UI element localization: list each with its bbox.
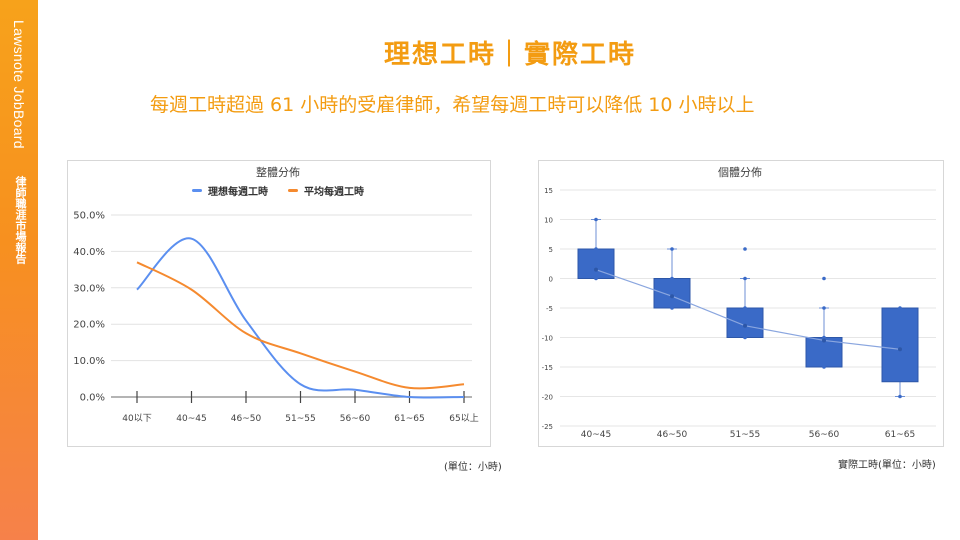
data-point (822, 365, 826, 369)
left-unit-note: (單位：小時) (444, 462, 502, 473)
y-tick-label: -20 (542, 394, 553, 402)
legend-label-average: 平均每週工時 (304, 187, 364, 198)
data-point (898, 394, 902, 399)
data-point (670, 247, 674, 251)
y-tick-label: 0 (549, 276, 553, 284)
y-tick-label: 50.0% (73, 211, 105, 222)
box (726, 307, 764, 338)
mean-marker (594, 267, 598, 272)
mean-marker (743, 323, 747, 328)
right-xlabel: 實際工時(單位：小時) (838, 460, 936, 471)
individual-distribution-panel (538, 160, 944, 447)
x-tick-label: 46~50 (657, 430, 688, 440)
y-tick-label: -25 (542, 423, 553, 431)
box (881, 307, 919, 383)
data-point (594, 217, 598, 222)
mean-marker (822, 338, 826, 343)
legend-swatch-average (288, 189, 298, 192)
x-tick-label: 40以下 (122, 414, 151, 424)
legend-swatch-ideal (192, 189, 202, 192)
data-point (594, 247, 598, 251)
data-point (743, 306, 747, 310)
x-tick-label: 46~50 (231, 414, 262, 424)
x-tick-label: 56~60 (809, 430, 840, 440)
x-tick-label: 56~60 (340, 414, 371, 424)
data-point (743, 276, 747, 281)
mean-marker (670, 294, 674, 299)
x-tick-label: 65以上 (449, 413, 478, 424)
y-tick-label: 30.0% (73, 283, 105, 294)
mean-marker (898, 347, 902, 352)
data-point (822, 276, 826, 281)
y-tick-label: 40.0% (73, 247, 105, 258)
overall-line-chart: 0.0% 10.0% 20.0% 30.0% 40.0% 50.0% 40以下 40~45 46… (73, 211, 479, 425)
data-point (670, 276, 674, 281)
x-tick-label: 61~65 (394, 414, 424, 424)
average-hours-line (136, 261, 465, 390)
slide-subtitle: 每週工時超過 61 小時的受雇律師，希望每週工時可以降低 10 小時以上 (150, 94, 755, 116)
brand-subtitle: 律師職涯市場報告 (14, 176, 27, 264)
data-point (822, 335, 826, 340)
individual-box-chart: 15 10 5 0 -5 -10 -15 -20 -25 40~45 46~50 51~55 56~60… (542, 187, 936, 440)
data-point (898, 306, 902, 310)
brand-name: Lawsnote JobBoard (11, 20, 27, 149)
x-tick-label: 40~45 (176, 414, 206, 424)
overall-chart-title: 整體分佈 (256, 166, 300, 179)
data-point (898, 335, 902, 340)
data-point (594, 276, 598, 281)
slide-title: 理想工時｜實際工時 (383, 40, 636, 70)
x-tick-label: 40~45 (581, 430, 611, 440)
y-tick-label: 10.0% (73, 356, 105, 367)
y-tick-label: -15 (542, 364, 553, 372)
box (653, 278, 691, 309)
y-tick-label: 15 (544, 187, 553, 195)
brand-sidebar: Lawsnote JobBoard 律師職涯市場報告 (0, 0, 38, 540)
y-tick-label: 10 (544, 217, 553, 225)
ideal-hours-line (136, 237, 465, 399)
x-tick-label: 51~55 (730, 430, 760, 440)
chart-legend: 理想每週工時 平均每週工時 (192, 183, 364, 198)
y-tick-label: 20.0% (73, 320, 105, 331)
y-tick-label: 0.0% (80, 393, 105, 404)
y-tick-label: -10 (542, 335, 553, 343)
data-point (822, 306, 826, 310)
individual-chart-title: 個體分佈 (718, 166, 762, 179)
x-tick-label: 51~55 (285, 414, 315, 424)
y-tick-label: 5 (549, 246, 553, 254)
data-point (743, 335, 747, 340)
legend-label-ideal: 理想每週工時 (208, 187, 268, 198)
overall-distribution-panel (67, 160, 491, 447)
data-point (743, 247, 747, 251)
x-tick-label: 61~65 (885, 430, 915, 440)
y-tick-label: -5 (546, 305, 553, 313)
data-point (670, 306, 674, 310)
